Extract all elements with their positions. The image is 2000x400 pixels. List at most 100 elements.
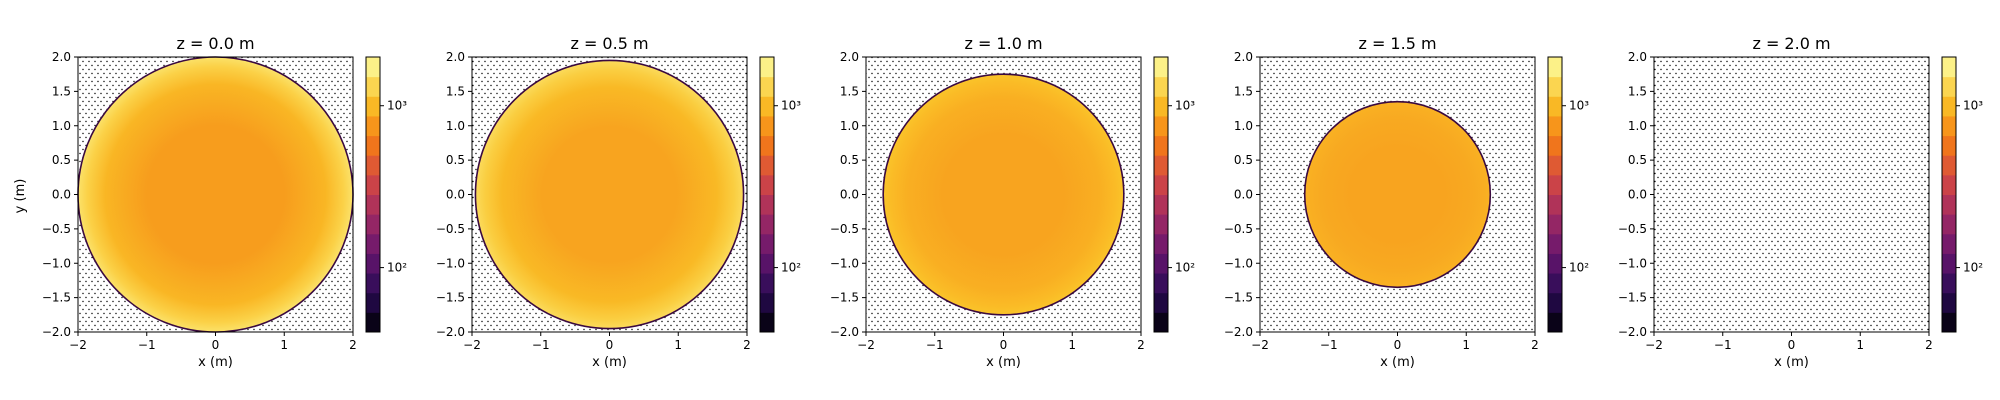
colorbar-band [366,155,380,176]
colorbar-band [1942,174,1956,195]
colorbar-tick-label: 10² [1175,261,1195,275]
colorbar-band [1942,233,1956,254]
colorbar-tick-label: 10² [781,261,801,275]
x-tick-label: 2 [743,338,751,352]
heat-disk [77,56,354,333]
colorbar-tick-label: 10² [387,261,407,275]
colorbar-band [1548,96,1562,117]
colorbar: 10³ 10² [1547,56,1589,333]
heat-disk [1303,100,1492,289]
colorbar-band [760,214,774,235]
y-tick-label: 0.0 [1234,188,1253,202]
colorbar-band [1154,194,1168,215]
x-tick-label: 0 [606,338,614,352]
x-tick-label: 0 [212,338,220,352]
x-tick-label: −2 [857,338,875,352]
colorbar-band [1548,76,1562,97]
y-tick-label: −1.0 [1224,256,1253,270]
colorbar-band [1154,155,1168,176]
x-tick-label: −1 [138,338,156,352]
y-tick-label: 0.5 [446,153,465,167]
colorbar-band [760,312,774,333]
colorbar-band [1942,292,1956,313]
chart-panel: z = 2.0 m −2 −1 0 1 2 2.0 1.5 1.0 0.5 0.0 −0.5 −1.0 −… [1618,34,1983,370]
colorbar-band [1548,273,1562,294]
colorbar-band [1154,253,1168,274]
x-tick-label: −1 [926,338,944,352]
colorbar-band [366,76,380,97]
colorbar-band [760,115,774,137]
chart-title: z = 1.0 m [964,34,1042,53]
colorbar-band [760,253,774,274]
x-axis-label: x (m) [1774,355,1809,370]
chart-title: z = 0.0 m [176,34,254,53]
colorbar-band [760,174,774,195]
y-tick-label: −0.5 [830,222,859,236]
chart-panel: z = 1.0 m −2 −1 0 1 2 2.0 1.5 1.0 0.5 0.0 −0.5 −1.0 −… [830,34,1195,370]
y-tick-label: −1.5 [830,291,859,305]
colorbar-band [366,115,380,137]
y-tick-label: −1.5 [1618,291,1647,305]
y-tick-label: 0.5 [1234,153,1253,167]
y-tick-label: −0.5 [42,222,71,236]
colorbar-frame [365,56,381,333]
colorbar-frame [1153,56,1169,333]
colorbar: 10³ 10² [759,56,801,333]
colorbar-band [760,96,774,117]
colorbar-band [366,57,380,78]
x-tick-label: −2 [1645,338,1663,352]
colorbar-frame [1941,56,1957,333]
colorbar-band [1154,312,1168,333]
chart-panel: z = 0.5 m −2 −1 0 1 2 2.0 1.5 1.0 0.5 0.0 −0.5 −1.0 −… [436,34,801,370]
y-tick-label: 1.5 [840,84,859,98]
y-tick-label: 1.0 [840,119,859,133]
colorbar: 10³ 10² [1941,56,1983,333]
y-tick-label: −1.5 [436,291,465,305]
nan-region [1654,57,1929,332]
colorbar-band [366,135,380,156]
x-tick-label: −1 [1320,338,1338,352]
colorbar-band [760,57,774,78]
colorbar-band [760,273,774,294]
x-tick-label: 2 [1137,338,1145,352]
y-tick-label: 0.5 [840,153,859,167]
colorbar-tick-label: 10³ [1963,99,1983,113]
colorbar-band [1548,135,1562,156]
colorbar-band [1942,96,1956,117]
x-tick-label: 0 [1788,338,1796,352]
x-tick-label: 2 [1925,338,1933,352]
x-axis-label: x (m) [1380,355,1415,370]
x-axis-label: x (m) [592,355,627,370]
y-tick-label: −0.5 [1618,222,1647,236]
colorbar-band [1942,57,1956,78]
colorbar-band [1942,135,1956,156]
x-tick-label: −1 [532,338,550,352]
y-tick-label: −1.0 [1618,256,1647,270]
colorbar-band [760,155,774,176]
x-tick-label: −2 [463,338,481,352]
y-tick-label: −1.5 [1224,291,1253,305]
colorbar-band [1154,135,1168,156]
y-tick-label: 2.0 [1234,50,1253,64]
colorbar-tick-label: 10³ [1175,99,1195,113]
y-tick-label: −1.5 [42,291,71,305]
colorbar-band [1154,115,1168,137]
colorbar-band [366,253,380,274]
x-tick-label: −2 [1251,338,1269,352]
y-tick-label: −1.0 [436,256,465,270]
colorbar-tick-label: 10³ [1569,99,1589,113]
colorbar-band [366,312,380,333]
colorbar-band [1942,214,1956,235]
y-tick-label: −2.0 [436,325,465,339]
y-tick-label: 0.5 [1628,153,1647,167]
y-tick-label: 1.5 [1628,84,1647,98]
y-tick-label: 1.5 [52,84,71,98]
colorbar-band [1942,312,1956,333]
colorbar-band [366,194,380,215]
colorbar-band [1154,76,1168,97]
chart-title: z = 0.5 m [570,34,648,53]
colorbar-band [366,174,380,195]
y-tick-label: 1.0 [1628,119,1647,133]
y-tick-label: −2.0 [1224,325,1253,339]
